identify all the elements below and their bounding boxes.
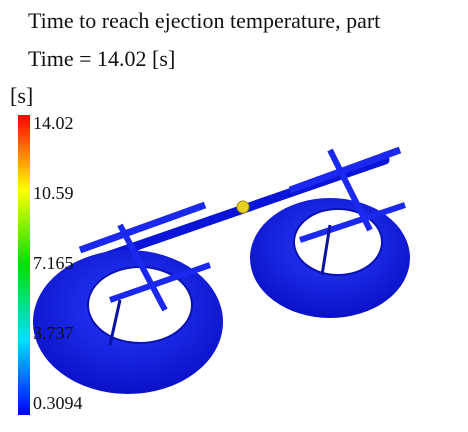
legend-tick-label: 3.737 bbox=[33, 323, 74, 343]
legend-tick-label: 0.3094 bbox=[33, 393, 83, 413]
legend-tick-label: 14.02 bbox=[33, 113, 74, 133]
screenshot: Time to reach ejection temperature, part… bbox=[0, 0, 468, 432]
title: Time to reach ejection temperature, part bbox=[28, 8, 380, 33]
time-label: Time = 14.02 [s] bbox=[28, 46, 175, 71]
color-bar bbox=[18, 115, 30, 415]
legend-tick-label: 10.59 bbox=[33, 183, 74, 203]
legend-unit: [s] bbox=[10, 83, 33, 108]
model bbox=[33, 150, 410, 394]
legend-tick-label: 7.165 bbox=[33, 253, 74, 273]
